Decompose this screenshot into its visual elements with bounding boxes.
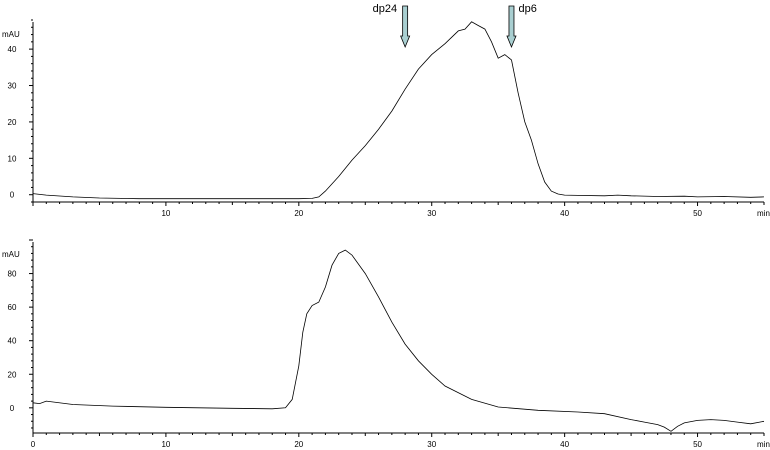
y-tick-label: 0 — [10, 404, 15, 413]
chromatogram-trace — [32, 21, 765, 200]
y-tick-label: 40 — [8, 45, 17, 54]
x-tick-label: 10 — [161, 440, 170, 449]
x-tick-label: 50 — [693, 209, 702, 218]
y-tick-label: 20 — [8, 370, 17, 379]
x-tick-label: 10 — [161, 209, 170, 218]
y-axis-label: mAU — [2, 30, 20, 39]
marker-label-dp6: dp6 — [518, 3, 536, 15]
x-tick-label: 40 — [560, 209, 569, 218]
y-tick-label: 30 — [8, 82, 17, 91]
x-tick-label: 20 — [294, 209, 303, 218]
chromatogram-bottom-panel: 0 10 20 30 40 50 min 0 20 40 60 80 mAU — [2, 239, 770, 449]
y-axis-label: mAU — [2, 250, 20, 259]
x-unit-label: min — [757, 209, 770, 218]
y-tick-label: 60 — [8, 303, 17, 312]
marker-arrow-dp6 — [506, 5, 517, 49]
y-tick-label: 20 — [8, 118, 17, 127]
chromatogram-trace — [32, 249, 765, 432]
y-tick-label: 0 — [10, 191, 15, 200]
y-tick-label: 10 — [8, 154, 17, 163]
x-tick-label: 30 — [427, 209, 436, 218]
chromatogram-top-panel: 10 20 30 40 50 min 0 10 20 30 40 mAU dp24 dp6 — [2, 3, 770, 218]
marker-arrow-dp24 — [400, 5, 411, 49]
x-tick-label: 0 — [31, 440, 36, 449]
x-tick-label: 20 — [294, 440, 303, 449]
x-unit-label: min — [757, 440, 770, 449]
x-tick-label: 40 — [560, 440, 569, 449]
x-tick-label: 30 — [427, 440, 436, 449]
y-tick-label: 40 — [8, 337, 17, 346]
x-tick-label: 50 — [693, 440, 702, 449]
y-tick-label: 80 — [8, 270, 17, 279]
marker-label-dp24: dp24 — [373, 3, 397, 15]
